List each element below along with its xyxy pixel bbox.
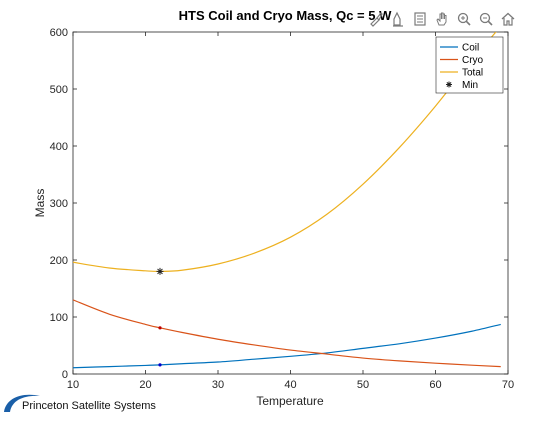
series-line-coil xyxy=(73,323,501,369)
x-axis-label: Temperature xyxy=(256,394,324,408)
y-axis-label: Mass xyxy=(33,189,47,218)
legend-entry-cryo[interactable]: Cryo xyxy=(440,55,484,66)
y-axis-ticks: 0 100 200 300 400 500 600 xyxy=(50,27,508,381)
chart-title: HTS Coil and Cryo Mass, Qc = 5 W xyxy=(179,8,392,23)
min-marker-cryo xyxy=(158,326,162,330)
zoom-in-icon[interactable] xyxy=(454,9,473,29)
min-marker-total xyxy=(156,267,164,275)
zoom-out-icon[interactable] xyxy=(476,9,495,29)
min-marker-coil xyxy=(158,363,162,367)
x-tick-label: 40 xyxy=(284,379,296,391)
y-tick-label: 500 xyxy=(50,84,68,96)
x-tick-label: 10 xyxy=(67,379,79,391)
data-tips-icon[interactable] xyxy=(388,9,407,29)
company-name: Princeton Satellite Systems xyxy=(22,400,156,412)
company-logo: Princeton Satellite Systems xyxy=(2,390,202,418)
y-tick-label: 200 xyxy=(50,255,68,267)
legend-label: Cryo xyxy=(462,55,484,66)
legend-entry-coil[interactable]: Coil xyxy=(440,43,479,54)
y-tick-label: 400 xyxy=(50,141,68,153)
x-tick-label: 50 xyxy=(357,379,369,391)
legend-label: Min xyxy=(462,80,478,91)
x-tick-label: 70 xyxy=(502,379,514,391)
swoosh-logo-icon xyxy=(4,394,40,412)
home-icon[interactable] xyxy=(498,9,517,29)
legend-entry-total[interactable]: Total xyxy=(440,68,483,79)
x-tick-label: 30 xyxy=(212,379,224,391)
legend-swatch xyxy=(446,81,452,88)
pan-icon[interactable] xyxy=(432,9,451,29)
y-tick-label: 0 xyxy=(62,369,68,381)
legend-icon[interactable] xyxy=(410,9,429,29)
x-tick-label: 60 xyxy=(429,379,441,391)
x-tick-label: 20 xyxy=(139,379,151,391)
x-axis-ticks: 10 20 30 40 50 60 70 xyxy=(67,32,514,391)
series-line-cryo xyxy=(73,299,501,368)
brush-icon[interactable] xyxy=(366,9,385,29)
y-tick-label: 300 xyxy=(50,198,68,210)
y-tick-label: 600 xyxy=(50,27,68,39)
series-line-total xyxy=(73,32,497,273)
legend-entry-min[interactable]: Min xyxy=(446,80,478,91)
plot-area xyxy=(73,32,501,369)
legend-label: Total xyxy=(462,68,483,79)
legend-label: Coil xyxy=(462,43,479,54)
y-tick-label: 100 xyxy=(50,312,68,324)
legend-box xyxy=(435,36,504,94)
axes-toolbar xyxy=(366,8,517,30)
axes-background xyxy=(72,31,509,375)
